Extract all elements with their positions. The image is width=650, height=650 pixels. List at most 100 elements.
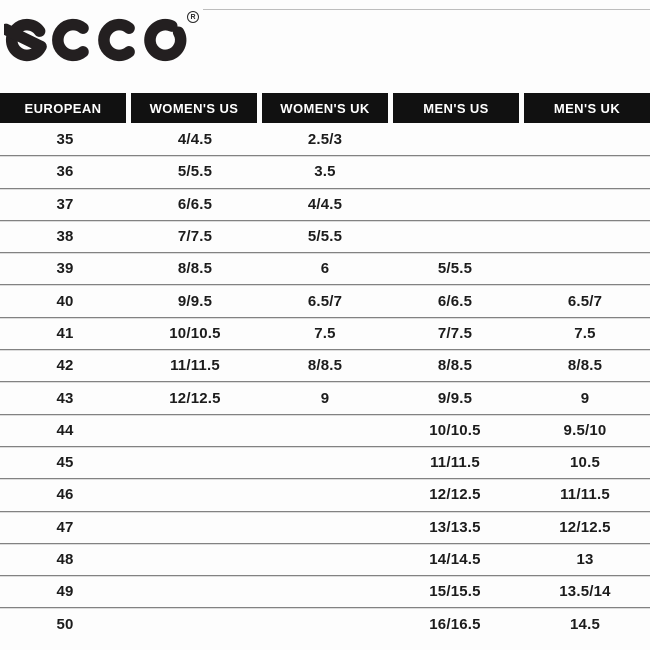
size-cell-mens-uk: 8/8.5 [567,357,603,375]
size-cell-mens-uk: 9.5/10 [563,421,607,439]
size-cell-mens-uk: 7.5 [574,324,596,342]
size-cell-european: 43 [56,389,74,407]
table-row: 39 8/8.5 6 5/5.5 [0,252,650,284]
size-cell-womens-us [130,576,260,607]
size-cell-womens-us: 11/11.5 [170,357,220,375]
ecco-logo [4,18,187,62]
table-row: 41 10/10.5 7.5 7/7.5 7.5 [0,316,650,349]
size-cell-womens-us: 9/9.5 [177,292,213,310]
top-divider-line [203,9,650,10]
registered-trademark-icon: R [187,11,199,23]
size-cell-womens-uk: 7.5 [314,324,336,342]
size-cell-mens-us: 6/6.5 [437,292,473,310]
size-cell-womens-uk: 8/8.5 [307,357,343,375]
size-cell-mens-uk: 12/12.5 [559,518,611,536]
table-row: 48 14/14.5 13 [0,542,650,575]
table-row: 43 12/12.5 9 9/9.5 9 [0,381,650,413]
table-row: 45 11/11.5 10.5 [0,445,650,478]
size-cell-womens-uk [260,576,390,607]
column-header-mens-uk: MEN'S UK [524,93,650,123]
size-cell-european: 39 [56,260,74,278]
size-cell-womens-uk [260,447,390,478]
size-cell-european: 47 [56,518,74,536]
size-cell-womens-uk: 3.5 [314,163,336,181]
table-row: 46 12/12.5 11/11.5 [0,478,650,510]
size-cell-womens-us [130,447,260,478]
size-cell-european: 46 [56,486,74,504]
table-row: 50 16/16.5 14.5 [0,607,650,639]
size-cell-womens-us: 7/7.5 [177,228,213,246]
table-row: 40 9/9.5 6.5/7 6/6.5 6.5/7 [0,284,650,316]
column-header-mens-us: MEN'S US [393,93,519,123]
size-cell-mens-uk: 10.5 [570,454,600,472]
size-cell-womens-uk [260,544,390,575]
size-cell-mens-us: 11/11.5 [430,454,480,472]
size-cell-womens-uk: 6 [320,260,330,278]
logo-letter-e [5,18,47,62]
size-cell-mens-us: 7/7.5 [437,324,473,342]
logo-letter-c2 [98,18,135,62]
table-row: 49 15/15.5 13.5/14 [0,575,650,607]
size-cell-european: 42 [56,357,74,375]
column-header-womens-us: WOMEN'S US [131,93,257,123]
table-row: 44 10/10.5 9.5/10 [0,413,650,446]
size-cell-womens-us: 10/10.5 [169,324,221,342]
size-cell-european: 44 [56,421,74,439]
table-row: 38 7/7.5 5/5.5 [0,219,650,252]
size-cell-mens-uk [520,123,650,155]
size-cell-mens-uk: 6.5/7 [567,292,603,310]
size-cell-mens-uk: 9 [580,389,590,407]
size-cell-womens-uk: 6.5/7 [307,292,343,310]
size-cell-european: 40 [56,292,74,310]
size-cell-mens-us: 9/9.5 [437,389,473,407]
size-cell-womens-uk: 9 [320,389,330,407]
size-cell-mens-uk: 13.5/14 [559,583,611,601]
size-cell-mens-uk [520,253,650,284]
table-row: 47 13/13.5 12/12.5 [0,510,650,543]
size-cell-mens-us: 8/8.5 [437,357,473,375]
size-cell-mens-us: 16/16.5 [429,615,481,633]
size-table-body: 35 4/4.5 2.5/3 36 5/5.5 3.5 37 6/6.5 4/4.5 38 7/7.… [0,123,650,640]
size-cell-womens-uk [260,415,390,446]
size-cell-european: 48 [56,551,74,568]
size-cell-european: 45 [56,454,74,472]
size-cell-womens-uk: 2.5/3 [307,130,343,148]
size-cell-womens-us: 5/5.5 [177,163,213,181]
table-row: 35 4/4.5 2.5/3 [0,123,650,155]
size-cell-womens-us: 8/8.5 [177,260,213,278]
size-cell-mens-us: 5/5.5 [437,260,473,278]
size-cell-womens-uk [260,512,390,543]
size-cell-womens-uk: 4/4.5 [307,195,343,213]
size-cell-european: 49 [56,583,74,601]
size-cell-womens-us: 4/4.5 [177,130,213,148]
size-cell-mens-us: 14/14.5 [429,551,481,568]
table-row: 36 5/5.5 3.5 [0,155,650,187]
size-cell-mens-uk [520,189,650,220]
size-cell-mens-uk [520,221,650,252]
size-cell-mens-us [390,221,520,252]
size-cell-womens-us: 6/6.5 [177,195,213,213]
size-cell-womens-uk: 5/5.5 [307,228,343,246]
logo-letter-e-bar [4,23,47,53]
column-header-european: EUROPEAN [0,93,126,123]
size-cell-womens-us [130,608,260,639]
size-table-header: EUROPEAN WOMEN'S US WOMEN'S UK MEN'S US … [0,93,650,123]
size-cell-womens-uk [260,479,390,510]
size-cell-mens-us: 15/15.5 [429,583,481,601]
size-cell-mens-us [390,123,520,155]
size-cell-womens-uk [260,608,390,639]
size-cell-european: 50 [56,615,74,633]
size-cell-mens-uk: 11/11.5 [560,486,610,504]
size-cell-mens-us [390,189,520,220]
size-cell-mens-uk [520,156,650,187]
size-cell-european: 38 [56,228,74,246]
table-row: 37 6/6.5 4/4.5 [0,187,650,220]
table-row: 42 11/11.5 8/8.5 8/8.5 8/8.5 [0,349,650,381]
logo-letter-c1 [52,18,89,62]
size-cell-mens-us: 12/12.5 [429,486,481,504]
size-cell-womens-us [130,544,260,575]
column-header-womens-uk: WOMEN'S UK [262,93,388,123]
size-cell-mens-uk: 13 [576,551,594,568]
size-cell-womens-us [130,512,260,543]
